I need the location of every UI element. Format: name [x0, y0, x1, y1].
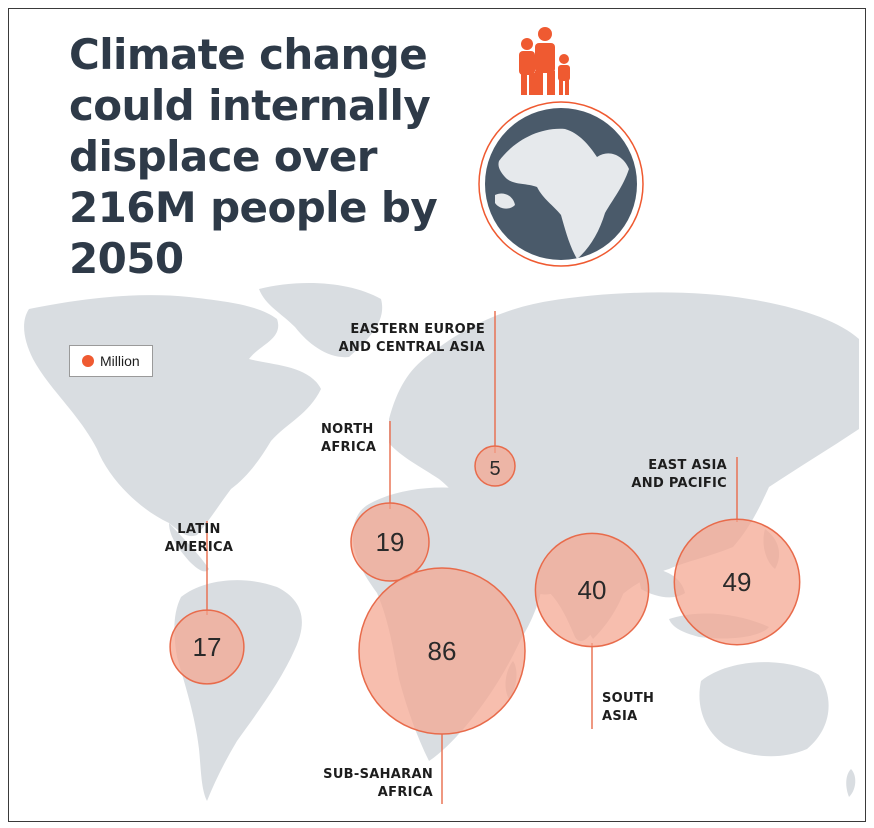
family-icon — [519, 27, 570, 95]
region-label-line: AND CENTRAL ASIA — [338, 340, 485, 355]
region-label-south-asia: SOUTH ASIA — [602, 690, 654, 726]
region-label-latin-america: LATIN AMERICA — [135, 521, 263, 557]
region-label-line: NORTH — [321, 422, 374, 437]
region-label-line: EASTERN EUROPE — [350, 322, 485, 337]
region-label-line: ASIA — [602, 709, 638, 724]
bubble-value-south-asia: 40 — [578, 575, 607, 605]
bubble-value-eastern-europe: 5 — [489, 458, 500, 480]
world-map: 17 19 5 86 40 49 — [24, 27, 859, 804]
bubble-value-latin-america: 17 — [193, 632, 222, 662]
legend-dot-icon — [82, 355, 94, 367]
region-label-line: SUB-SAHARAN — [323, 767, 433, 782]
bubble-north-africa — [350, 502, 430, 582]
region-label-east-asia-pacific: EAST ASIA AND PACIFIC — [599, 457, 727, 493]
chart-bubbles: 17 19 5 86 40 49 — [169, 445, 801, 735]
title-line: could internally — [69, 81, 431, 130]
region-label-line: SOUTH — [602, 691, 655, 706]
region-label-sub-saharan-africa: SUB-SAHARAN AFRICA — [279, 766, 433, 802]
bubble-east-asia-pacific — [673, 518, 801, 646]
bubble-latin-america — [169, 609, 245, 685]
chart-leaders — [206, 311, 738, 804]
region-label-line: EAST ASIA — [648, 458, 727, 473]
legend-label: Million — [100, 353, 140, 369]
bubble-value-north-africa: 19 — [376, 527, 405, 557]
bubble-eastern-europe — [474, 445, 516, 487]
region-label-eastern-europe: EASTERN EUROPE AND CENTRAL ASIA — [309, 321, 485, 357]
bubble-sub-saharan-africa — [358, 567, 526, 735]
page-title: Climate change could internally displace… — [69, 29, 449, 284]
region-label-line: AFRICA — [377, 785, 433, 800]
bubble-value-sub-saharan-africa: 86 — [428, 636, 457, 666]
bubble-value-east-asia-pacific: 49 — [723, 567, 752, 597]
bubble-south-asia — [534, 532, 650, 648]
region-label-line: AND PACIFIC — [631, 476, 727, 491]
title-line: Climate change — [69, 30, 428, 79]
region-label-line: AFRICA — [321, 440, 377, 455]
legend: Million — [69, 345, 153, 377]
title-line: displace over — [69, 132, 378, 181]
title-line: 216M people by — [69, 183, 438, 232]
region-label-north-africa: NORTH AFRICA — [321, 421, 376, 457]
region-label-line: AMERICA — [164, 540, 234, 555]
globe-group — [478, 27, 644, 267]
globe-island — [495, 193, 515, 209]
infographic-frame: 17 19 5 86 40 49 Climate change could interna… — [8, 8, 866, 822]
region-label-line: LATIN — [177, 522, 221, 537]
globe-landmass — [498, 128, 629, 259]
title-line: 2050 — [69, 234, 184, 283]
